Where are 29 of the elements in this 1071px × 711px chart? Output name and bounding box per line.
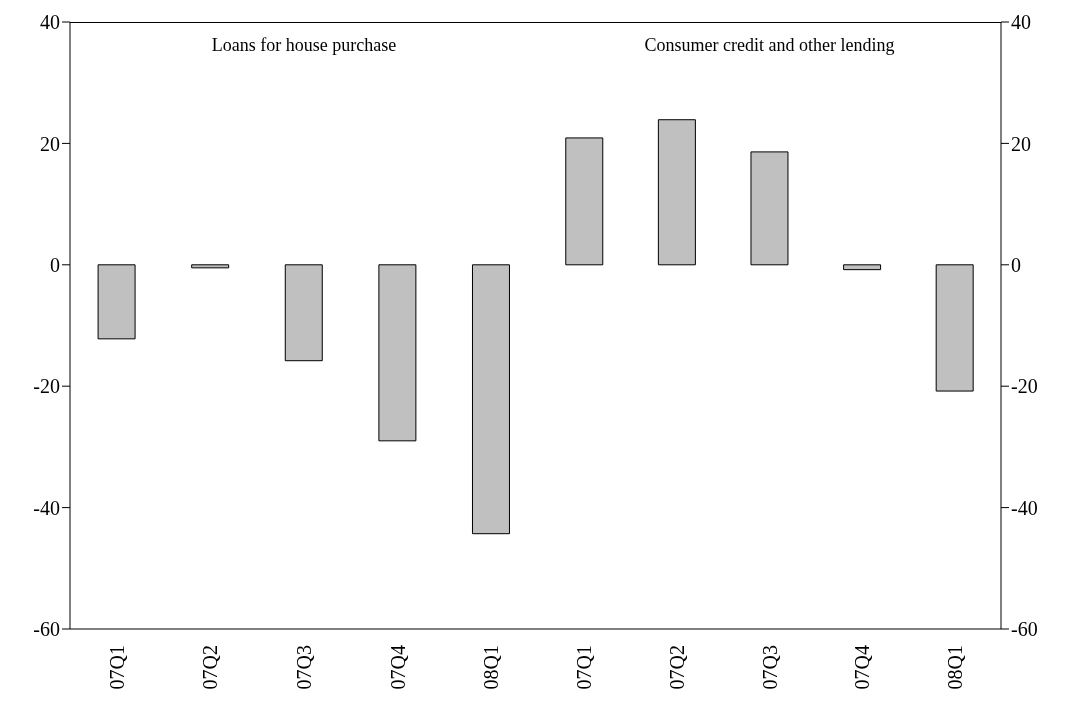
- bar: [657, 119, 696, 266]
- bar: [935, 264, 974, 392]
- x-tick-label: 08Q1: [943, 645, 966, 690]
- y2-tick-label: -60: [1011, 618, 1038, 641]
- text: Loans for house purchase: [211, 34, 397, 57]
- x-tick-label: 07Q3: [293, 645, 315, 690]
- x-tick-label: 07Q2: [665, 645, 688, 690]
- y2-tick-label: -20: [1011, 375, 1038, 398]
- y-tick-label: 40: [40, 11, 60, 34]
- bar: [843, 264, 882, 271]
- x-tick-label: 07Q2: [199, 645, 222, 690]
- bar: [565, 137, 604, 266]
- y-tick-label: -20: [33, 375, 60, 398]
- x-tick-label: 07Q3: [758, 645, 781, 690]
- x-tick-label: 07Q1: [105, 645, 128, 690]
- text: Consumer credit and other lending: [644, 34, 895, 57]
- y2-tick-label: 0: [1011, 253, 1021, 276]
- x-tick-label: 07Q4: [851, 645, 874, 690]
- y2-tick-label: 40: [1011, 11, 1031, 34]
- y-tick-label: 20: [40, 132, 60, 155]
- x-tick-label: 08Q1: [480, 645, 503, 690]
- y-tick-label: 0: [50, 253, 60, 276]
- x-tick-label: 07Q4: [386, 645, 409, 690]
- x-tick-label: 07Q1: [573, 645, 596, 690]
- bar: [750, 151, 789, 266]
- y2-tick-label: -40: [1011, 496, 1038, 519]
- y-tick-label: -40: [33, 496, 60, 519]
- y-tick-label: -60: [33, 618, 60, 641]
- y2-tick-label: 20: [1011, 132, 1031, 155]
